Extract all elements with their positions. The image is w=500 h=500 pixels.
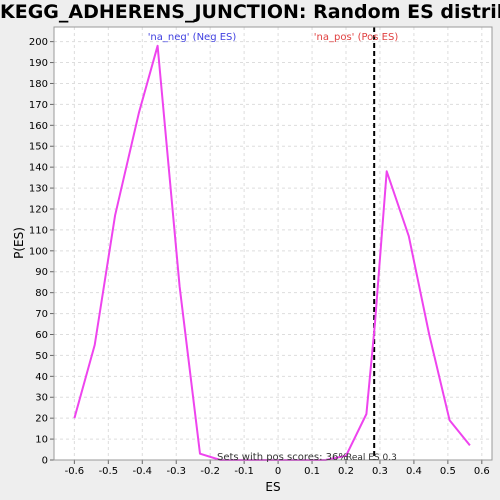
y-tick-label: 160: [29, 121, 48, 132]
x-axis-label: ES: [265, 480, 280, 494]
x-tick-label: -0.4: [133, 466, 153, 477]
y-tick-label: 140: [29, 163, 48, 174]
x-tick-label: -0.6: [65, 466, 85, 477]
y-tick-label: 170: [29, 100, 48, 111]
annotation-real-es: Real ES 0.3: [346, 453, 397, 463]
y-tick-label: 120: [29, 204, 48, 215]
y-tick-label: 0: [42, 456, 48, 467]
x-tick-label: 0.4: [406, 466, 422, 477]
y-tick-label: 190: [29, 58, 48, 69]
x-tick-label: 0: [275, 466, 281, 477]
plot-area: [54, 27, 492, 460]
y-tick-label: 130: [29, 184, 48, 195]
y-tick-label: 30: [35, 393, 48, 404]
y-tick-label: 70: [35, 309, 48, 320]
x-tick-label: -0.1: [234, 466, 254, 477]
annotation-pos-scores: Sets with pos scores: 36%: [217, 452, 348, 463]
x-tick-label: 0.2: [338, 466, 354, 477]
chart-title: KEGG_ADHERENS_JUNCTION: Random ES distri…: [0, 1, 500, 23]
annotation-neg-es: 'na_neg' (Neg ES): [148, 32, 237, 43]
y-tick-label: 60: [35, 330, 48, 341]
y-tick-label: 110: [29, 225, 48, 236]
x-tick-label: 0.1: [304, 466, 320, 477]
y-tick-label: 20: [35, 414, 48, 425]
x-tick-label: -0.2: [200, 466, 220, 477]
x-tick-label: -0.3: [166, 466, 186, 477]
y-tick-label: 50: [35, 351, 48, 362]
y-tick-label: 100: [29, 246, 48, 257]
x-tick-label: 0.3: [372, 466, 388, 477]
annotation-pos-es: 'na_pos' (Pos ES): [314, 32, 399, 43]
x-tick-label: 0.6: [474, 466, 490, 477]
y-tick-label: 90: [35, 267, 48, 278]
y-tick-label: 180: [29, 79, 48, 90]
x-tick-label: -0.5: [99, 466, 119, 477]
y-axis-label: P(ES): [12, 227, 26, 259]
y-tick-label: 10: [35, 435, 48, 446]
axis-ticks: -0.6 -0.5 -0.4 -0.3 -0.2 -0.1 0 0.1 0.2 0.3 0.4 0.5…: [29, 37, 490, 477]
y-tick-label: 200: [29, 37, 48, 48]
y-tick-label: 40: [35, 372, 48, 383]
y-tick-label: 80: [35, 288, 48, 299]
x-tick-label: 0.5: [440, 466, 456, 477]
y-tick-label: 150: [29, 142, 48, 153]
plot-border: [53, 26, 493, 461]
